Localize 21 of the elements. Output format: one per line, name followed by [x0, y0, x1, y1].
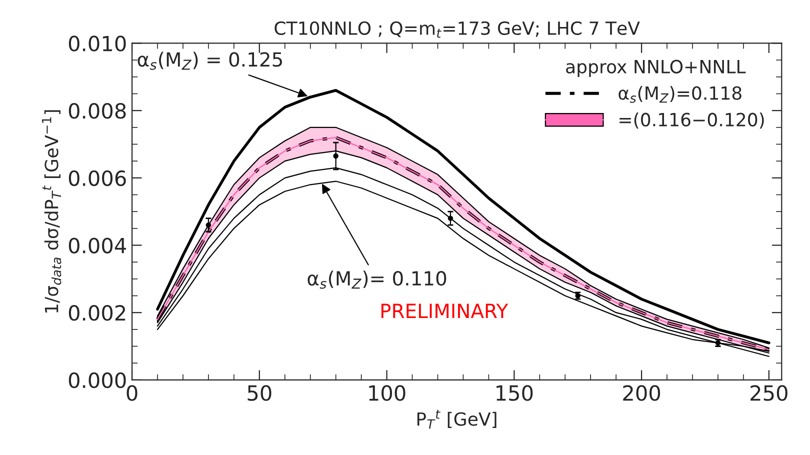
y-tick-label: 0.010: [68, 36, 126, 52]
y-tick-label: 0.006: [68, 170, 126, 186]
legend-label: =(0.116−0.120): [620, 112, 764, 129]
y-tick-label: 0.004: [68, 238, 126, 254]
x-tick-label: 50: [248, 385, 272, 401]
annotation: PRELIMINARY: [381, 304, 508, 318]
x-axis-title: P$_{T}$$^{t}$ [GeV]: [417, 410, 496, 429]
x-tick-label: 100: [369, 385, 406, 401]
annotation: α$_{s}$(M$_{Z}$)= 0.110: [308, 270, 446, 289]
x-tick-label: 250: [750, 385, 788, 401]
y-tick-label: 0.000: [68, 372, 126, 388]
x-tick-label: 150: [496, 385, 533, 401]
x-tick-label: 0: [126, 385, 138, 401]
legend-label: α$_{s}$(M$_{Z}$)=0.118: [618, 86, 742, 103]
y-axis-title: 1/σ$_{data}$ dσ/dP$_{T}$$^{t}$ [GeV$^{−1}$]: [42, 110, 62, 313]
annotation: α$_{s}$(M$_{Z}$) = 0.125: [138, 52, 282, 70]
y-tick-label: 0.008: [68, 103, 126, 119]
x-tick-label: 200: [623, 385, 660, 401]
y-tick-label: 0.002: [68, 305, 126, 321]
chart-title: CT10NNLO ; Q=m$_{t}$=173 GeV; LHC 7 TeV: [274, 21, 640, 38]
legend-title: approx NNLO+NNLL: [566, 60, 746, 77]
